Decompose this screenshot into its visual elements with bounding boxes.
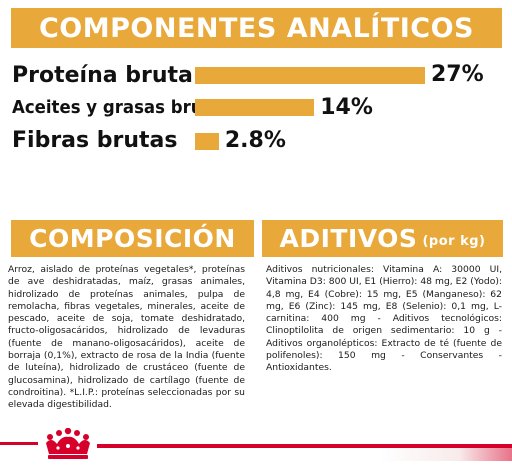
analytical-components-banner: COMPONENTES ANALÍTICOS <box>11 8 502 48</box>
fat-bar <box>195 99 315 116</box>
additives-title-suffix: (por kg) <box>422 234 486 249</box>
footer-fade <box>380 447 512 461</box>
fiber-value: 2.8% <box>224 128 286 153</box>
protein-value: 27% <box>431 62 484 87</box>
additives-title: ADITIVOS <box>279 224 418 253</box>
footer-left-line <box>0 442 38 445</box>
analytical-components-title: COMPONENTES ANALÍTICOS <box>38 12 475 44</box>
royal-canin-crown-icon <box>46 428 90 459</box>
fat-value: 14% <box>320 95 373 120</box>
fiber-bar <box>195 133 219 150</box>
protein-label: Proteína bruta <box>12 63 193 88</box>
additives-banner: ADITIVOS (por kg) <box>262 220 503 257</box>
additives-text: Aditivos nutricionales: Vitamina A: 3000… <box>266 264 502 374</box>
composition-banner: COMPOSICIÓN <box>11 220 254 257</box>
protein-bar <box>195 67 425 84</box>
fat-label: Aceites y grasas brutos <box>12 97 232 118</box>
footer-right-line <box>97 444 512 448</box>
composition-text: Arroz, aislado de proteínas vegetales*, … <box>8 264 245 411</box>
fiber-label: Fibras brutas <box>12 128 178 153</box>
composition-title: COMPOSICIÓN <box>29 224 236 253</box>
